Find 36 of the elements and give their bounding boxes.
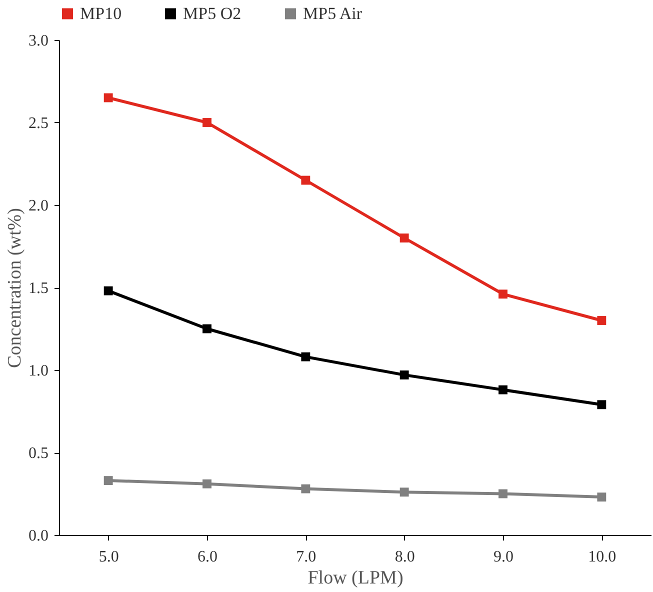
point bbox=[400, 370, 409, 380]
point bbox=[202, 479, 212, 488]
x-tick-label: 5.0 bbox=[98, 548, 119, 566]
point bbox=[301, 352, 310, 362]
point bbox=[104, 93, 113, 102]
y-tick-label: 2.0 bbox=[28, 198, 48, 214]
point bbox=[498, 385, 508, 394]
point bbox=[597, 492, 606, 502]
point bbox=[400, 488, 409, 497]
x-tick-label: 10.0 bbox=[588, 548, 616, 566]
y-tick-label: 0.0 bbox=[28, 528, 48, 544]
point bbox=[104, 476, 113, 486]
x-tick-label: 7.0 bbox=[296, 548, 316, 566]
point bbox=[202, 324, 212, 334]
point bbox=[104, 286, 113, 296]
y-axis-title: Concentration (wt%) bbox=[4, 208, 26, 368]
x-axis-title: Flow (LPM) bbox=[308, 568, 404, 588]
point bbox=[498, 290, 508, 299]
legend-label: MP5 O2 bbox=[183, 4, 242, 23]
point bbox=[597, 316, 606, 325]
y-tick-label: 2.5 bbox=[28, 115, 48, 132]
legend-label: MP5 Air bbox=[303, 4, 362, 23]
x-tick-label: 9.0 bbox=[494, 548, 514, 566]
y-tick-label: 3.0 bbox=[28, 32, 48, 50]
y-tick-label: 1.0 bbox=[28, 362, 48, 380]
y-tick-label: 0.5 bbox=[28, 445, 48, 462]
point bbox=[498, 489, 508, 498]
x-tick-label: 6.0 bbox=[198, 548, 218, 566]
legend-label: MP10 bbox=[80, 4, 122, 23]
x-tick-label: 8.0 bbox=[394, 548, 415, 566]
point bbox=[597, 400, 606, 410]
point bbox=[301, 484, 310, 494]
point bbox=[400, 234, 409, 242]
y-tick-label: 1.5 bbox=[28, 280, 48, 297]
point bbox=[202, 118, 212, 127]
point bbox=[301, 176, 310, 185]
